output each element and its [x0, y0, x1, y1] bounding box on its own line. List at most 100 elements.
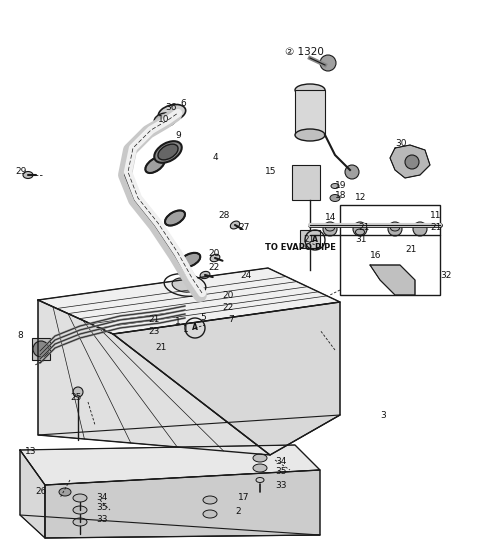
Text: 18: 18	[335, 191, 347, 200]
Circle shape	[323, 222, 337, 236]
Text: 21: 21	[430, 224, 442, 233]
Text: 5: 5	[200, 314, 206, 323]
Text: 34: 34	[275, 458, 287, 466]
Circle shape	[388, 222, 402, 236]
Text: 13: 13	[25, 448, 36, 456]
Text: 24: 24	[240, 271, 251, 280]
Ellipse shape	[356, 229, 364, 235]
Text: A: A	[192, 324, 198, 333]
Polygon shape	[20, 450, 45, 538]
Text: 14: 14	[325, 214, 336, 223]
Ellipse shape	[73, 518, 87, 526]
Text: 21: 21	[303, 235, 314, 244]
Bar	[32, 338, 50, 360]
Circle shape	[73, 387, 83, 397]
Ellipse shape	[203, 496, 217, 504]
Polygon shape	[38, 300, 270, 455]
Text: 16: 16	[370, 251, 382, 259]
Ellipse shape	[331, 184, 339, 189]
Text: 20: 20	[222, 291, 233, 300]
Text: 17: 17	[238, 493, 250, 503]
Text: A: A	[312, 235, 318, 244]
Ellipse shape	[158, 104, 186, 122]
Bar	[292, 165, 320, 200]
Text: 2: 2	[235, 507, 240, 517]
Text: 33: 33	[96, 516, 108, 525]
Text: 6: 6	[180, 99, 186, 108]
Text: 8: 8	[17, 330, 23, 339]
Polygon shape	[20, 445, 320, 485]
Ellipse shape	[23, 171, 33, 179]
Polygon shape	[45, 470, 320, 538]
Text: 9: 9	[175, 131, 181, 140]
Text: 30: 30	[395, 138, 407, 147]
Text: 15: 15	[265, 167, 276, 176]
Circle shape	[405, 155, 419, 169]
Bar	[295, 90, 325, 135]
Text: 4: 4	[213, 153, 218, 162]
Ellipse shape	[253, 454, 267, 462]
Polygon shape	[390, 145, 430, 178]
Text: 7: 7	[228, 315, 234, 325]
Ellipse shape	[295, 129, 325, 141]
Text: 3: 3	[380, 411, 386, 420]
Text: 11: 11	[430, 210, 442, 219]
Text: 23: 23	[148, 328, 159, 336]
Circle shape	[320, 55, 336, 71]
Polygon shape	[113, 302, 340, 455]
Text: 36: 36	[165, 103, 177, 113]
Ellipse shape	[230, 221, 240, 229]
Ellipse shape	[253, 464, 267, 472]
Text: 19: 19	[335, 180, 347, 190]
Ellipse shape	[59, 488, 71, 496]
Text: 20: 20	[208, 248, 219, 257]
Ellipse shape	[154, 141, 182, 163]
Ellipse shape	[180, 253, 200, 267]
Text: 22: 22	[208, 263, 219, 272]
Text: ② 1320: ② 1320	[285, 47, 324, 57]
Text: 27: 27	[238, 224, 250, 233]
Text: 26: 26	[35, 488, 47, 497]
Text: 25: 25	[70, 393, 82, 402]
Text: TO EVAPO.PIPE: TO EVAPO.PIPE	[265, 243, 336, 253]
Text: 1: 1	[175, 318, 181, 326]
Bar	[340, 205, 440, 295]
Ellipse shape	[73, 494, 87, 502]
Text: 1: 1	[183, 325, 189, 334]
Ellipse shape	[200, 271, 210, 278]
Text: 22: 22	[222, 304, 233, 312]
Text: 35: 35	[275, 468, 287, 477]
Ellipse shape	[330, 195, 340, 201]
Ellipse shape	[203, 510, 217, 518]
Circle shape	[353, 222, 367, 236]
Circle shape	[413, 222, 427, 236]
Text: 21: 21	[148, 315, 159, 325]
Ellipse shape	[210, 254, 220, 262]
Text: 21: 21	[405, 246, 416, 254]
Bar	[300, 230, 320, 248]
Polygon shape	[370, 265, 415, 295]
Text: 32: 32	[440, 271, 451, 280]
Text: 33: 33	[275, 480, 287, 489]
Circle shape	[345, 165, 359, 179]
Ellipse shape	[145, 157, 165, 173]
Ellipse shape	[73, 506, 87, 514]
Text: 29: 29	[15, 167, 26, 176]
Text: 12: 12	[355, 194, 366, 203]
Text: 34: 34	[96, 493, 108, 503]
Ellipse shape	[295, 84, 325, 96]
Text: 21: 21	[155, 344, 167, 353]
Circle shape	[33, 341, 49, 357]
Text: 10: 10	[158, 116, 169, 124]
Ellipse shape	[325, 225, 335, 231]
Ellipse shape	[165, 210, 185, 225]
Ellipse shape	[391, 225, 399, 231]
Ellipse shape	[154, 113, 176, 127]
Ellipse shape	[172, 278, 198, 292]
Text: 21: 21	[358, 224, 370, 233]
Polygon shape	[38, 268, 340, 334]
Text: 31: 31	[355, 235, 367, 244]
Ellipse shape	[158, 144, 178, 160]
Text: 35: 35	[96, 503, 108, 512]
Text: 28: 28	[218, 210, 229, 219]
